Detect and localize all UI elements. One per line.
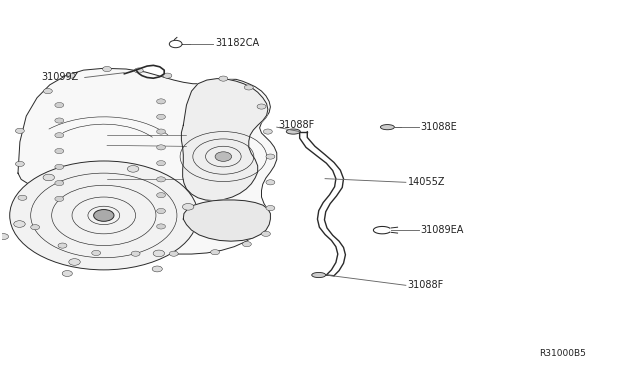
Circle shape (157, 193, 166, 198)
Circle shape (55, 118, 64, 123)
Circle shape (243, 241, 252, 247)
Circle shape (44, 89, 52, 94)
Circle shape (157, 129, 166, 134)
Circle shape (170, 251, 178, 256)
Circle shape (10, 161, 198, 270)
Circle shape (15, 161, 24, 167)
Polygon shape (181, 78, 268, 201)
Circle shape (69, 259, 80, 265)
Text: 14055Z: 14055Z (408, 177, 445, 187)
Circle shape (157, 114, 166, 119)
Circle shape (182, 203, 194, 210)
Circle shape (14, 221, 25, 227)
Ellipse shape (286, 129, 300, 134)
Circle shape (157, 177, 166, 182)
Circle shape (215, 152, 232, 161)
Circle shape (55, 103, 64, 108)
Text: R31000B5: R31000B5 (540, 349, 586, 358)
Circle shape (157, 224, 166, 229)
Circle shape (55, 164, 64, 170)
Circle shape (157, 208, 166, 214)
Text: 31088E: 31088E (420, 122, 457, 132)
Circle shape (153, 250, 164, 257)
Circle shape (244, 85, 253, 90)
Circle shape (93, 209, 114, 221)
Circle shape (58, 243, 67, 248)
Circle shape (67, 73, 76, 78)
Circle shape (92, 250, 100, 256)
Circle shape (31, 225, 40, 230)
Circle shape (55, 133, 64, 138)
Text: 31088F: 31088F (408, 280, 444, 290)
Polygon shape (18, 68, 276, 254)
Ellipse shape (380, 125, 394, 130)
Circle shape (219, 76, 228, 81)
Circle shape (131, 251, 140, 256)
Circle shape (264, 129, 272, 134)
Polygon shape (183, 200, 271, 241)
Circle shape (262, 231, 271, 236)
Circle shape (152, 266, 163, 272)
Circle shape (157, 99, 166, 104)
Circle shape (266, 180, 275, 185)
Circle shape (157, 145, 166, 150)
Text: 31182CA: 31182CA (215, 38, 259, 48)
Circle shape (55, 180, 64, 186)
Circle shape (62, 270, 72, 276)
Ellipse shape (312, 272, 326, 278)
Circle shape (127, 166, 139, 172)
Text: 31088F: 31088F (278, 120, 315, 130)
Circle shape (134, 68, 143, 73)
Circle shape (257, 104, 266, 109)
Circle shape (55, 196, 64, 202)
Circle shape (55, 148, 64, 154)
Circle shape (15, 128, 24, 134)
Circle shape (18, 195, 27, 201)
Circle shape (102, 67, 111, 71)
Circle shape (163, 73, 172, 78)
Circle shape (43, 174, 54, 181)
Circle shape (266, 205, 275, 211)
Circle shape (157, 161, 166, 166)
Circle shape (0, 234, 8, 240)
Circle shape (211, 250, 220, 255)
Text: 31089EA: 31089EA (420, 225, 464, 235)
Text: 31099Z: 31099Z (42, 73, 79, 83)
Circle shape (266, 154, 275, 159)
